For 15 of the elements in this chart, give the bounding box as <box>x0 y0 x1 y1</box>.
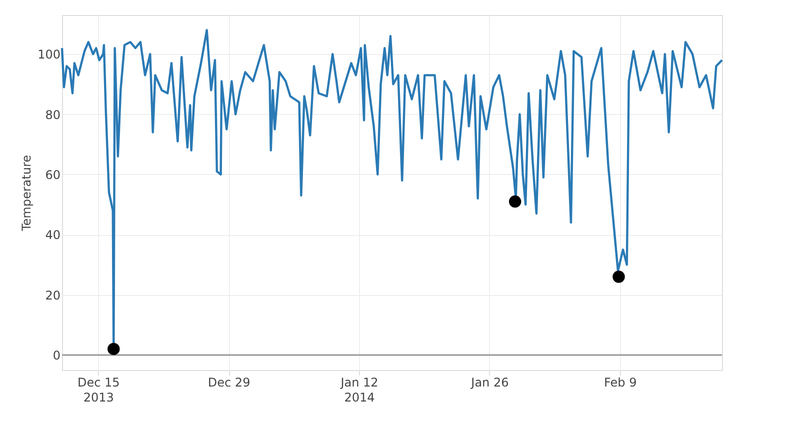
y-tick-label: 60 <box>45 168 60 182</box>
x-tick-label: Dec 29 <box>208 376 250 390</box>
point <box>108 342 120 356</box>
y-tick-label: 0 <box>52 348 60 362</box>
point <box>508 195 522 208</box>
x-tick-label: Dec 15 2013 <box>77 376 120 404</box>
y-tick-label: 40 <box>45 228 60 242</box>
y-tick-label: 80 <box>45 108 60 122</box>
x-tick-label: Jan 26 <box>470 376 509 390</box>
x-tick-label: Feb 9 <box>604 376 637 390</box>
y-tick-label: 100 <box>38 48 60 62</box>
y-axis-title: Temperature <box>20 154 34 232</box>
y-tick-label: 20 <box>45 288 60 302</box>
x-tick-label: Jan 12 2014 <box>340 376 378 404</box>
point <box>612 270 625 283</box>
